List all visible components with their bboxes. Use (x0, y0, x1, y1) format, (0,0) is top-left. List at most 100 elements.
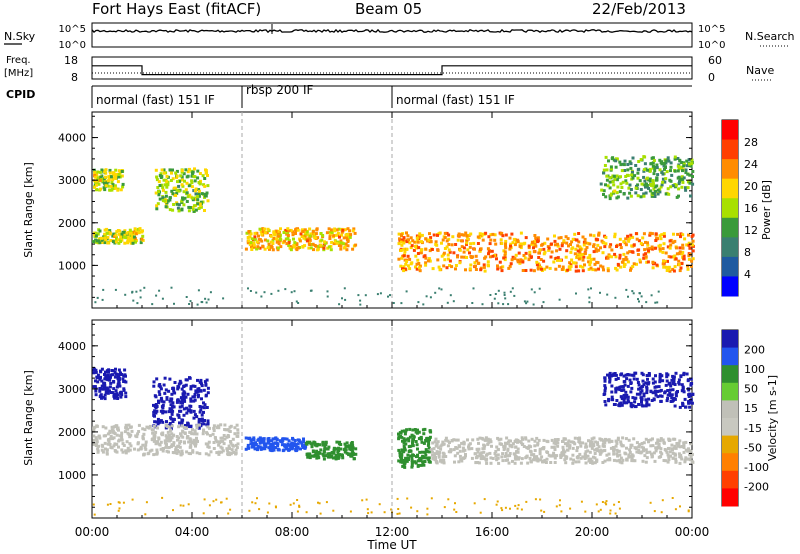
velocity-cell (100, 448, 104, 452)
velocity-cell (169, 428, 173, 432)
power-cell (658, 234, 662, 238)
velocity-cell (612, 452, 616, 456)
velocity-cell (520, 508, 523, 511)
power-cell (613, 189, 617, 193)
power-cell (655, 237, 659, 241)
power-cell (447, 233, 451, 237)
power-cell (284, 228, 288, 232)
velocity-cell (513, 461, 517, 465)
velocity-cell (198, 423, 201, 427)
velocity-cell (425, 450, 429, 453)
velocity-cell (397, 508, 400, 510)
velocity-cell (297, 438, 301, 442)
power-cell (578, 248, 582, 252)
velocity-cell (672, 379, 676, 383)
power-cell (687, 243, 691, 247)
power-cell (594, 268, 598, 272)
power-cell (177, 184, 181, 188)
velocity-cell (246, 443, 250, 447)
power-cell (344, 233, 348, 237)
power-cell (440, 288, 443, 291)
power-cell (255, 291, 258, 294)
velocity-cell (671, 374, 675, 378)
velocity-cell (332, 451, 336, 455)
power-cell (483, 256, 487, 260)
velocity-cell (172, 387, 176, 391)
power-cell (469, 232, 473, 236)
velocity-cell (164, 388, 168, 392)
velocity-cell (475, 447, 479, 451)
velocity-cell (336, 456, 340, 460)
velocity-cell (114, 389, 118, 393)
velocity-cell (654, 446, 658, 450)
power-cell (422, 303, 425, 306)
velocity-cell (513, 440, 517, 443)
power-cell (658, 190, 662, 194)
velocity-cell (180, 404, 184, 408)
velocity-cell (657, 442, 661, 446)
velocity-cell (415, 443, 419, 447)
power-cell (306, 233, 309, 237)
power-cell (547, 246, 551, 250)
velocity-cell (674, 446, 678, 450)
power-cell (647, 178, 651, 182)
power-cell (496, 264, 499, 268)
power-cell (639, 158, 643, 161)
colorbar-swatch (722, 256, 738, 277)
velocity-cell (95, 440, 99, 444)
power-cell (181, 197, 185, 201)
velocity-cell (172, 441, 176, 445)
velocity-cell (154, 430, 158, 434)
velocity-cell (650, 452, 653, 456)
velocity-cell (449, 448, 453, 452)
power-cell (514, 253, 518, 257)
power-cell (193, 189, 197, 193)
velocity-cell (193, 442, 197, 446)
power-cell (605, 256, 608, 260)
power-cell (420, 240, 423, 244)
power-cell (407, 238, 410, 242)
velocity-cell (563, 437, 567, 441)
velocity-cell (178, 445, 182, 449)
velocity-cell (299, 447, 302, 451)
velocity-cell (186, 408, 190, 412)
velocity-cell (638, 392, 642, 396)
power-cell (511, 241, 515, 245)
power-cell (610, 192, 613, 196)
power-cell (309, 246, 313, 250)
velocity-cell (157, 437, 161, 441)
velocity-cell (631, 454, 635, 458)
power-cell (652, 182, 655, 186)
power-cell (342, 236, 346, 240)
velocity-cell (577, 440, 581, 443)
velocity-cell (464, 453, 467, 456)
velocity-cell (310, 445, 314, 449)
power-cell (351, 229, 355, 233)
power-cell (170, 286, 173, 289)
power-cell (672, 232, 675, 236)
velocity-cell (126, 449, 130, 453)
power-cell (494, 293, 497, 295)
velocity-cell (164, 445, 168, 449)
power-cell (639, 195, 643, 199)
velocity-cell (141, 437, 145, 441)
velocity-cell (672, 446, 676, 450)
power-cell (591, 268, 595, 272)
velocity-cell (190, 440, 193, 444)
freq-trace (92, 65, 692, 76)
velocity-cell (662, 459, 666, 462)
power-cell (638, 300, 640, 303)
velocity-cell (267, 441, 271, 445)
velocity-cell (179, 396, 183, 400)
velocity-cell (196, 387, 200, 391)
velocity-cell (424, 448, 428, 452)
power-cell (503, 253, 507, 257)
power-cell (196, 202, 200, 206)
velocity-cell (644, 448, 648, 452)
velocity-cell (398, 453, 402, 457)
velocity-cell (641, 384, 645, 388)
velocity-cell (203, 419, 206, 422)
power-cell (677, 167, 681, 171)
velocity-cell (666, 393, 670, 397)
